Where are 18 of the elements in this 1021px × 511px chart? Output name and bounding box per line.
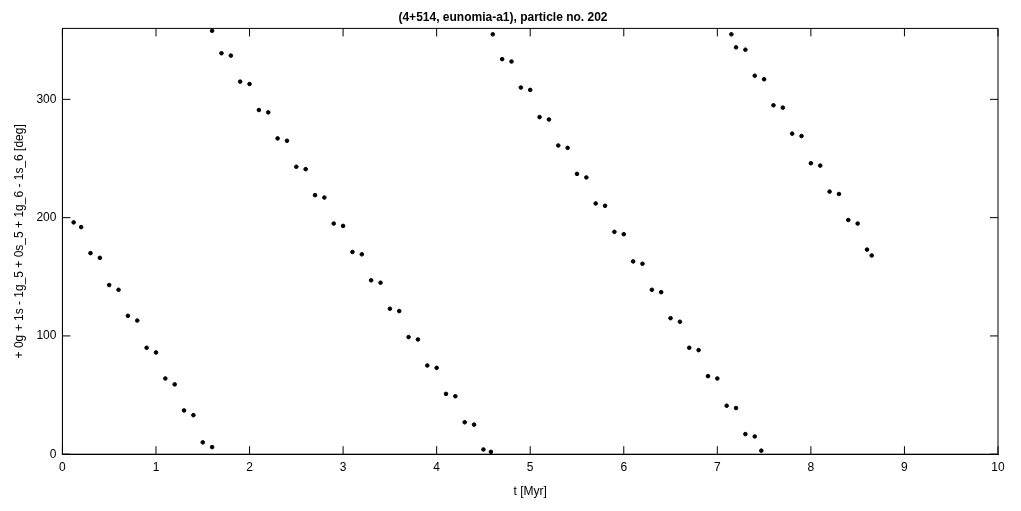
chart-title: (4+514, eunomia-a1), particle no. 202: [398, 9, 608, 24]
x-tick-label: 6: [620, 459, 628, 474]
x-tick-label: 2: [246, 459, 254, 474]
x-tick-label: 7: [713, 459, 721, 474]
x-tick-label: 0: [59, 459, 67, 474]
y-tick-label: 200: [36, 209, 57, 224]
x-tick-label: 5: [526, 459, 534, 474]
y-tick-label: 0: [49, 446, 57, 461]
y-tick-label: 300: [36, 91, 57, 106]
x-tick-label: 4: [433, 459, 441, 474]
x-axis-title: t [Myr]: [513, 484, 547, 499]
x-tick-label: 1: [152, 459, 160, 474]
y-tick-label: 100: [36, 328, 57, 343]
x-tick-label: 9: [901, 459, 909, 474]
x-tick-label: 10: [991, 459, 1005, 474]
y-axis-title: + 0g + 1s - 1g_5 + 0s_5 + 1g_6 - 1s_6 [deg]: [11, 124, 26, 359]
x-tick-label: 3: [339, 459, 347, 474]
x-tick-label: 8: [807, 459, 815, 474]
